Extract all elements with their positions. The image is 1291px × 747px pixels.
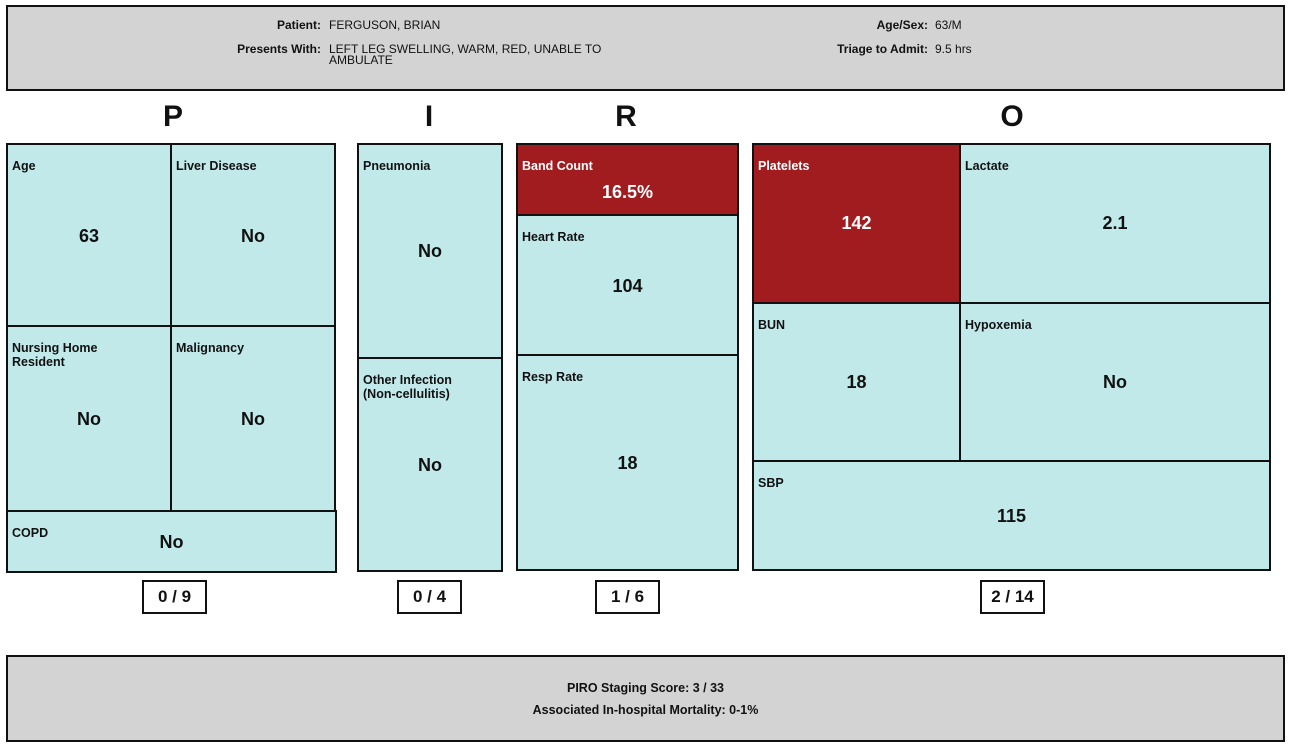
p-liver-disease-label: Liver Disease [176, 159, 257, 173]
section-letter-o: O [1000, 100, 1024, 133]
p-liver-disease-cell: Liver Disease No [170, 143, 336, 327]
p-age-cell: Age 63 [6, 143, 172, 327]
p-score-box: 0 / 9 [142, 580, 207, 614]
p-nursing-home-label-line1: Nursing Home [12, 341, 98, 355]
section-letter-i: I [424, 100, 434, 133]
i-other-infection-cell: Other Infection (Non-cellulitis) No [357, 357, 503, 572]
r-heart-rate-cell: Heart Rate 104 [516, 214, 739, 356]
p-copd-value: No [159, 532, 184, 552]
piro-summary-footer: PIRO Staging Score: 3 / 33 Associated In… [6, 655, 1285, 742]
o-hypoxemia-cell: Hypoxemia No [959, 302, 1271, 462]
o-platelets-cell: Platelets 142 [752, 143, 961, 304]
o-hypoxemia-value: No [1103, 372, 1127, 392]
o-hypoxemia-label: Hypoxemia [965, 318, 1032, 332]
age-sex-value: 63/M [935, 18, 962, 32]
i-pneumonia-label: Pneumonia [363, 159, 431, 173]
r-band-count-cell: Band Count 16.5% [516, 143, 739, 216]
patient-name: FERGUSON, BRIAN [329, 18, 441, 32]
in-hospital-mortality: Associated In-hospital Mortality: 0-1% [532, 703, 759, 717]
p-malignancy-cell: Malignancy No [170, 325, 336, 512]
o-score-box: 2 / 14 [980, 580, 1045, 614]
r-heart-rate-label: Heart Rate [522, 230, 585, 244]
presents-with-line2: AMBULATE [329, 53, 393, 67]
p-nursing-home-cell: Nursing Home Resident No [6, 325, 172, 512]
i-other-infection-label: Other Infection (Non-cellulitis) [363, 373, 452, 401]
i-score-box: 0 / 4 [397, 580, 462, 614]
i-other-infection-value: No [418, 455, 442, 475]
o-sbp-value: 115 [996, 506, 1027, 526]
o-platelets-label: Platelets [758, 159, 810, 173]
p-age-label: Age [12, 159, 36, 173]
triage-label: Triage to Admit: [837, 42, 928, 56]
o-lactate-cell: Lactate 2.1 [959, 143, 1271, 304]
triage-value: 9.5 hrs [935, 42, 972, 56]
p-nursing-home-label-line2: Resident [12, 355, 65, 369]
section-letter-p: P [162, 100, 183, 133]
o-bun-value: 18 [846, 372, 867, 392]
o-bun-cell: BUN 18 [752, 302, 961, 462]
p-nursing-home-value: No [77, 409, 101, 429]
r-resp-rate-value: 18 [617, 453, 638, 473]
p-age-value: 63 [78, 226, 100, 246]
age-sex-label: Age/Sex: [876, 18, 928, 32]
r-resp-rate-label: Resp Rate [522, 370, 584, 384]
o-sbp-cell: SBP 115 [752, 460, 1271, 571]
i-pneumonia-value: No [418, 241, 442, 261]
r-score-box: 1 / 6 [595, 580, 660, 614]
piro-staging-score: PIRO Staging Score: 3 / 33 [567, 681, 724, 695]
o-sbp-label: SBP [758, 476, 784, 490]
o-lactate-label: Lactate [965, 159, 1009, 173]
i-other-infection-label-line1: Other Infection [363, 373, 452, 387]
r-resp-rate-cell: Resp Rate 18 [516, 354, 739, 571]
presents-with-label: Presents With: [237, 42, 321, 56]
p-liver-disease-value: No [241, 226, 265, 246]
o-platelets-value: 142 [841, 213, 872, 233]
o-bun-label: BUN [758, 318, 786, 332]
p-malignancy-label: Malignancy [176, 341, 245, 355]
o-lactate-value: 2.1 [1102, 213, 1128, 233]
p-nursing-home-label: Nursing Home Resident [12, 341, 97, 369]
p-copd-label: COPD [12, 526, 49, 540]
patient-header: Patient: FERGUSON, BRIAN Presents With: … [6, 5, 1285, 91]
r-heart-rate-value: 104 [612, 276, 643, 296]
i-other-infection-label-line2: (Non-cellulitis) [363, 387, 450, 401]
p-malignancy-value: No [241, 409, 265, 429]
patient-label: Patient: [276, 18, 321, 32]
r-band-count-value: 16.5% [601, 182, 654, 202]
i-pneumonia-cell: Pneumonia No [357, 143, 503, 359]
r-band-count-label: Band Count [522, 159, 593, 173]
section-letter-r: R [615, 100, 637, 133]
presents-with-line1: LEFT LEG SWELLING, WARM, RED, UNABLE TO [329, 42, 602, 56]
p-copd-cell: COPD No [6, 510, 337, 573]
